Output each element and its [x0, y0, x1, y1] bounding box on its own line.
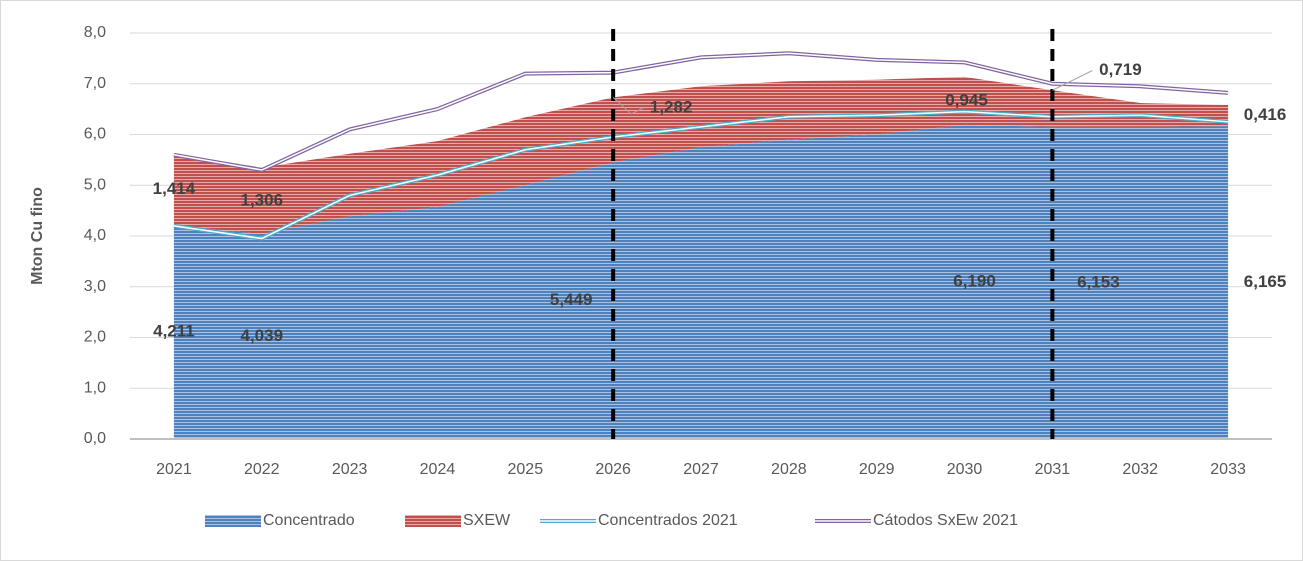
y-tick-label: 6,0 [84, 126, 106, 143]
y-tick-label: 8,0 [84, 24, 106, 41]
x-tick-label: 2026 [595, 461, 631, 478]
area [173, 124, 1229, 440]
legend-label: Concentrados 2021 [598, 512, 738, 529]
x-tick-label: 2028 [771, 461, 807, 478]
legend-label: Cátodos SxEw 2021 [873, 512, 1018, 529]
x-tick-label: 2032 [1122, 461, 1158, 478]
data-label: 0,945 [945, 90, 988, 109]
y-tick-label: 1,0 [84, 379, 106, 396]
x-tick-label: 2027 [683, 461, 719, 478]
leader-line [1052, 70, 1093, 91]
data-label: 1,306 [240, 190, 283, 209]
y-tick-label: 0,0 [84, 430, 106, 447]
area [173, 76, 1229, 235]
data-label: 6,153 [1077, 272, 1120, 291]
data-label: 0,719 [1099, 60, 1142, 79]
y-tick-label: 2,0 [84, 329, 106, 346]
x-tick-label: 2022 [244, 461, 280, 478]
y-tick-label: 3,0 [84, 278, 106, 295]
x-tick-label: 2033 [1210, 461, 1246, 478]
leader-line [612, 97, 644, 115]
data-label: 1,282 [650, 97, 693, 116]
legend-swatch [205, 515, 261, 527]
x-tick-label: 2031 [1035, 461, 1071, 478]
data-label: 0,416 [1244, 105, 1287, 124]
y-axis-title: Mton Cu fino [29, 187, 46, 285]
y-tick-label: 4,0 [84, 227, 106, 244]
data-label: 6,165 [1244, 272, 1287, 291]
x-tick-label: 2025 [508, 461, 544, 478]
y-tick-label: 5,0 [84, 176, 106, 193]
x-tick-label: 2029 [859, 461, 895, 478]
x-tick-label: 2024 [420, 461, 456, 478]
data-label: 4,211 [153, 322, 195, 341]
data-label: 6,190 [953, 271, 996, 290]
data-label: 1,414 [153, 179, 196, 198]
data-label: 5,449 [550, 290, 593, 309]
legend-label: Concentrado [263, 512, 355, 529]
x-tick-label: 2030 [947, 461, 983, 478]
y-tick-label: 7,0 [84, 75, 106, 92]
legend-label: SXEW [463, 512, 511, 529]
x-tick-label: 2021 [156, 461, 192, 478]
line-highlight [173, 52, 1229, 171]
legend-swatch [405, 515, 461, 527]
data-label: 4,039 [240, 326, 283, 345]
x-tick-label: 2023 [332, 461, 368, 478]
